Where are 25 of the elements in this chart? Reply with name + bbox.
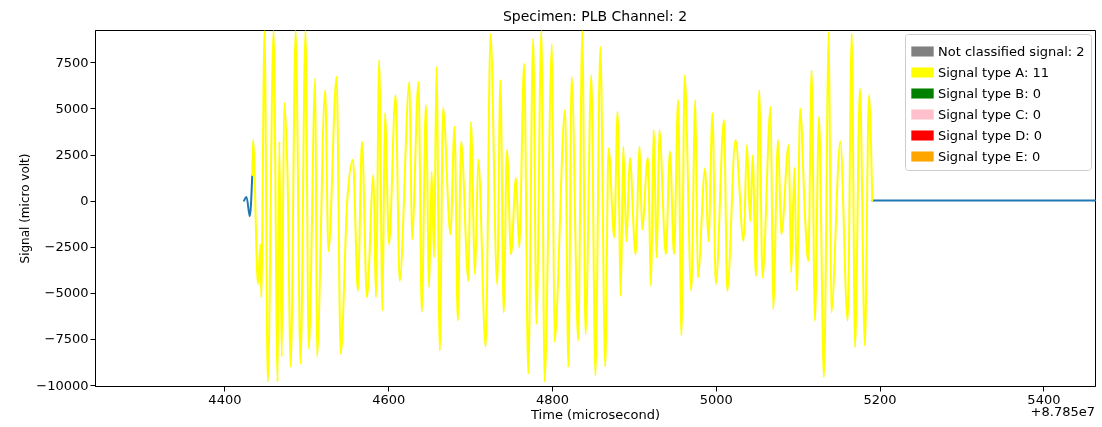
legend-label: Signal type E: 0 (938, 148, 1041, 164)
x-tick-label: 4400 (208, 391, 242, 407)
x-axis-title: Time (microsecond) (530, 406, 660, 422)
text: +8.785e7 (1030, 404, 1095, 419)
x-tick-label: 4800 (535, 391, 570, 407)
legend-label: Signal type A: 11 (938, 64, 1049, 80)
legend-label: Signal type C: 0 (938, 106, 1042, 122)
y-tick-label: 2500 (55, 147, 89, 163)
legend-label: Signal type B: 0 (938, 85, 1041, 101)
y-tick-label: 5000 (55, 100, 89, 116)
y-tick-label: −10000 (36, 377, 89, 393)
y-tick-label: 7500 (55, 54, 89, 70)
y-tick-label: −5000 (44, 285, 89, 301)
x-tick-label: 4600 (372, 391, 406, 407)
y-tick-label: −7500 (44, 331, 89, 347)
x-tick-label: 5000 (699, 391, 733, 407)
legend-label: Not classified signal: 2 (938, 43, 1085, 59)
line-series (251, 29, 874, 383)
chart-title: Specimen: PLB Channel: 2 (502, 7, 688, 24)
x-tick-label: 5400 (1027, 391, 1061, 407)
x-tick-label: 5200 (863, 391, 897, 407)
y-tick-label: −2500 (44, 239, 89, 255)
y-tick-label: 0 (80, 193, 89, 209)
y-axis-title: Signal (micro volt) (18, 153, 33, 264)
legend-label: Signal type D: 0 (938, 127, 1043, 143)
